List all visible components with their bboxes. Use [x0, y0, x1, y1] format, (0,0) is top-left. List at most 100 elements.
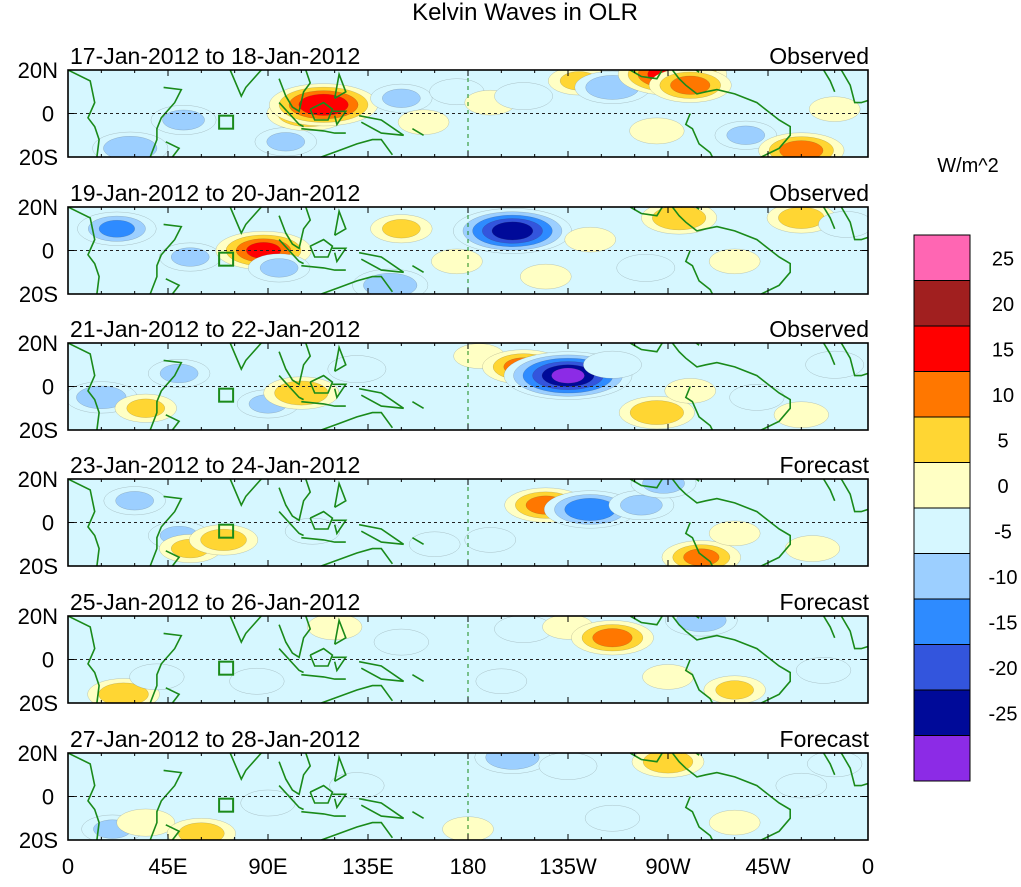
olr-contour-level — [494, 82, 553, 110]
coastline — [321, 684, 394, 703]
coastline — [321, 547, 394, 566]
panels-group: 20N 0 20S 17-Jan-2012 to 18-Jan-2012 Observe… — [18, 43, 870, 853]
olr-contour-level — [616, 254, 676, 282]
olr-anomaly-blob — [665, 616, 738, 637]
olr-contour-level — [259, 258, 299, 278]
olr-contour-level — [715, 680, 754, 700]
colorbar: W/m^2 25 20 15 10 5 0 -5 -10 -15 -20 -25 — [913, 155, 1018, 782]
olr-contour-level — [98, 220, 135, 238]
olr-anomaly-blob — [631, 753, 705, 778]
olr-anomaly-blob — [103, 486, 166, 516]
coastline — [411, 265, 425, 273]
panel-plot-area — [68, 753, 868, 840]
colorbar-swatch — [913, 371, 971, 418]
colorbar-tick-label: -5 — [994, 522, 1012, 544]
olr-contour-level — [520, 263, 572, 290]
olr-contour-level — [307, 616, 363, 641]
coastline — [332, 383, 348, 400]
coastline — [332, 519, 348, 536]
coastline — [671, 479, 792, 566]
olr-contour-level — [708, 248, 761, 275]
olr-anomaly-blob — [629, 117, 685, 145]
coastlines — [68, 616, 868, 703]
coastline — [229, 753, 262, 781]
coastlines — [68, 70, 868, 157]
coastline — [358, 114, 405, 137]
coastline — [629, 70, 664, 80]
colorbar-tick-label: 10 — [992, 385, 1014, 407]
olr-anomaly-blob — [796, 657, 852, 684]
coastline — [278, 343, 312, 386]
coastline — [333, 344, 347, 372]
coastline — [229, 343, 262, 371]
olr-contour-level — [329, 772, 385, 799]
olr-anomaly-blob — [664, 378, 716, 404]
olr-anomaly-blob — [370, 214, 433, 244]
coastline — [321, 275, 394, 294]
coastline — [68, 207, 100, 294]
olr-anomaly-blob — [159, 242, 222, 272]
coastline — [332, 793, 348, 810]
y-tick-label: 20S — [19, 418, 58, 443]
coastline — [358, 251, 405, 274]
olr-anomaly-blob — [254, 127, 317, 157]
olr-anomaly-blob — [269, 83, 379, 127]
y-tick-label: 20S — [19, 145, 58, 170]
olr-contour-level — [327, 355, 387, 383]
olr-anomaly-blob — [616, 254, 676, 282]
coastline — [301, 400, 346, 407]
y-tick-label: 0 — [42, 102, 54, 127]
coastline — [684, 522, 714, 566]
coastline — [840, 207, 868, 241]
coastline — [671, 70, 792, 157]
olr-anomaly-blob — [474, 753, 551, 774]
coastline — [278, 102, 304, 128]
olr-anomaly-blob — [807, 753, 863, 778]
coastline — [229, 207, 262, 235]
panel-date-range: 25-Jan-2012 to 26-Jan-2012 — [70, 589, 360, 615]
coastline — [278, 511, 304, 537]
olr-anomaly-blob — [116, 808, 176, 837]
olr-contour-level — [551, 367, 585, 384]
coastline — [332, 110, 348, 127]
coastline — [358, 660, 405, 683]
coastline — [309, 647, 334, 667]
y-tick-label: 20N — [18, 195, 58, 220]
olr-anomaly-blob — [453, 208, 572, 254]
olr-contour-level — [664, 378, 716, 404]
coastline — [629, 207, 664, 217]
y-tick-label: 20S — [19, 554, 58, 579]
y-tick-label: 20N — [18, 604, 58, 629]
olr-contour-level — [485, 753, 540, 770]
coastline — [149, 632, 183, 703]
x-tick-label: 0 — [62, 854, 74, 879]
region-box — [218, 660, 235, 676]
olr-anomaly-blob — [475, 668, 528, 694]
olr-anomaly-blob — [370, 83, 433, 113]
coastline — [309, 510, 334, 530]
coastline — [671, 616, 792, 703]
coastline — [411, 537, 425, 545]
coastline — [333, 617, 347, 645]
colorbar-tick-label: -20 — [989, 658, 1018, 680]
olr-anomaly-blob — [766, 207, 836, 234]
panel-plot-area — [68, 207, 868, 294]
chart-title: Kelvin Waves in OLR — [412, 0, 638, 26]
coastline — [321, 138, 394, 157]
olr-contour-level — [298, 93, 349, 116]
olr-anomaly-blob — [263, 376, 340, 410]
coastline — [278, 375, 304, 401]
olr-contour-level — [373, 628, 429, 656]
olr-contour-level — [775, 772, 828, 799]
olr-contour-level — [229, 668, 285, 695]
panel-2: 20N 0 20S 19-Jan-2012 to 20-Jan-2012 Observe… — [18, 180, 869, 307]
coastline — [333, 71, 347, 99]
x-tick-label: 135W — [539, 854, 597, 879]
olr-anomaly-blob — [229, 668, 285, 695]
olr-contour-level — [170, 247, 210, 267]
olr-anomaly-blob — [373, 628, 429, 656]
colorbar-swatch — [913, 234, 971, 281]
x-tick-label: 0 — [862, 854, 874, 879]
olr-anomaly-blob — [775, 772, 828, 799]
